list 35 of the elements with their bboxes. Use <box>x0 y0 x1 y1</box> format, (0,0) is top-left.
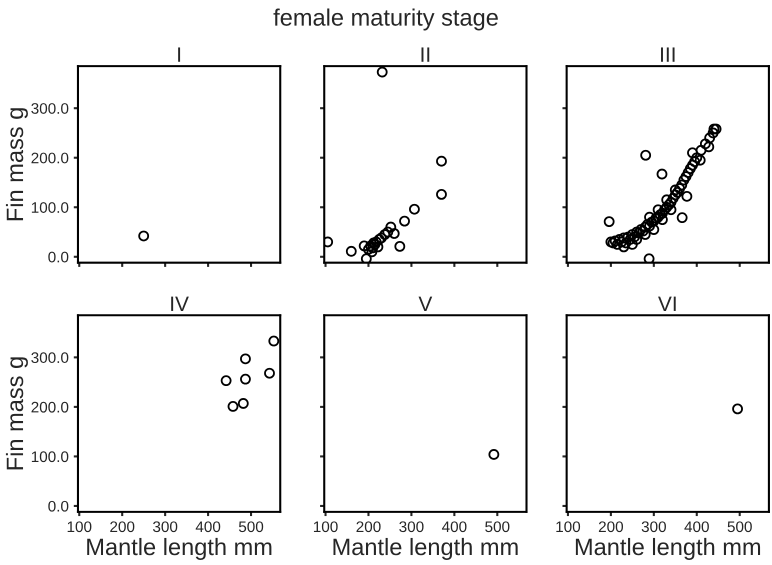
x-tick-label: 200 <box>110 521 134 532</box>
x-tick-label: 100 <box>68 521 92 532</box>
y-axis-title: Fin mass g <box>6 357 28 470</box>
x-tick-label: 400 <box>684 521 709 532</box>
y-tick-label: 200.0 <box>31 152 68 164</box>
chart-title: III <box>661 47 675 62</box>
x-tick-label: 500 <box>728 521 752 532</box>
x-tick-label: 200 <box>598 521 624 532</box>
y-tick-label: 0.0 <box>48 252 68 262</box>
x-axis-title: Mantle length mm <box>576 538 760 560</box>
x-axis-title: Mantle length mm <box>87 538 272 560</box>
y-axis-title: Fin mass g <box>6 108 28 220</box>
y-tick-label: 100.0 <box>32 451 68 462</box>
x-tick-label: 100 <box>556 521 580 532</box>
x-tick-label: 100 <box>314 521 338 532</box>
y-tick-label: 300.0 <box>31 352 68 364</box>
chart-title: I <box>178 47 180 62</box>
x-axis-title: Mantle length mm <box>333 538 518 560</box>
y-tick-label: 300.0 <box>31 103 68 114</box>
text: female maturity stage <box>273 8 498 30</box>
x-tick-label: 500 <box>485 521 510 532</box>
chart-title: VI <box>658 296 676 311</box>
y-tick-label: 100.0 <box>32 202 68 213</box>
chart-title: V <box>418 296 432 311</box>
x-tick-label: 500 <box>238 521 264 532</box>
x-tick-label: 200 <box>356 521 381 532</box>
chart-title: IV <box>171 296 189 311</box>
y-tick-label: 200.0 <box>31 402 68 413</box>
y-tick-label: 0.0 <box>48 500 68 512</box>
x-tick-label: 300 <box>642 521 666 532</box>
x-tick-label: 400 <box>196 521 220 532</box>
x-tick-label: 300 <box>399 521 424 532</box>
chart-title: II <box>422 47 430 62</box>
x-tick-label: 400 <box>442 521 467 532</box>
x-tick-label: 300 <box>152 521 178 532</box>
